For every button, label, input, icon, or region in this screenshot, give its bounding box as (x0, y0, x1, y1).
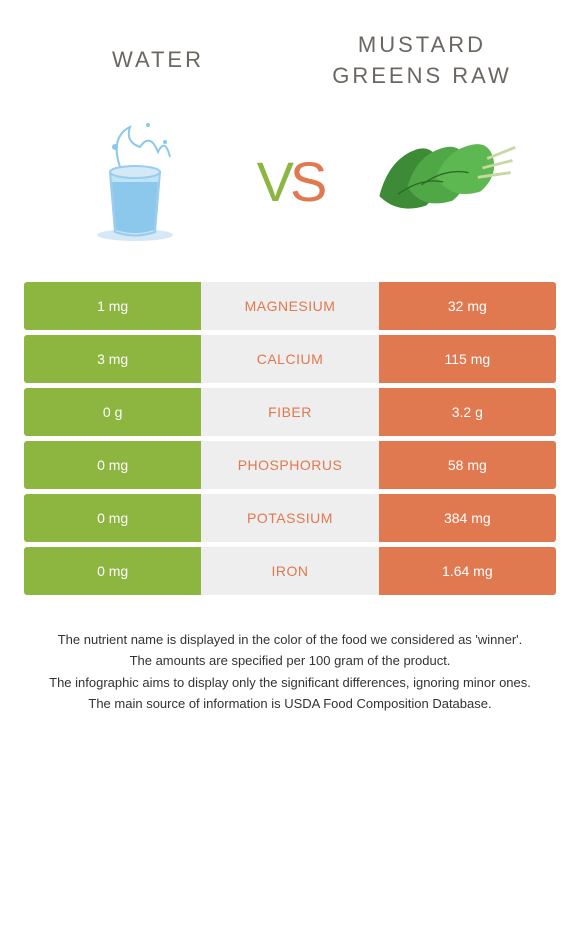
footer-line: The nutrient name is displayed in the co… (30, 630, 550, 650)
table-row: 0 g FIBER 3.2 g (24, 388, 556, 436)
footer-line: The main source of information is USDA F… (30, 694, 550, 714)
cell-right: 3.2 g (379, 388, 556, 436)
vs-s: S (290, 150, 323, 213)
cell-right: 32 mg (379, 282, 556, 330)
mustard-greens-image (370, 112, 520, 252)
cell-left: 0 mg (24, 494, 201, 542)
cell-left: 1 mg (24, 282, 201, 330)
footer-text: The nutrient name is displayed in the co… (20, 600, 560, 714)
cell-label: FIBER (201, 388, 378, 436)
cell-label: CALCIUM (201, 335, 378, 383)
footer-line: The infographic aims to display only the… (30, 673, 550, 693)
cell-right: 1.64 mg (379, 547, 556, 595)
table-row: 0 mg IRON 1.64 mg (24, 547, 556, 595)
cell-right: 58 mg (379, 441, 556, 489)
cell-label: POTASSIUM (201, 494, 378, 542)
cell-right: 384 mg (379, 494, 556, 542)
footer-line: The amounts are specified per 100 gram o… (30, 651, 550, 671)
cell-label: PHOSPHORUS (201, 441, 378, 489)
table-row: 3 mg CALCIUM 115 mg (24, 335, 556, 383)
cell-right: 115 mg (379, 335, 556, 383)
cell-left: 0 g (24, 388, 201, 436)
table-row: 0 mg POTASSIUM 384 mg (24, 494, 556, 542)
title-right: MUSTARD GREENS RAW (314, 30, 530, 92)
table-row: 1 mg MAGNESIUM 32 mg (24, 282, 556, 330)
images-row: VS (20, 112, 560, 282)
table-row: 0 mg PHOSPHORUS 58 mg (24, 441, 556, 489)
water-image (60, 112, 210, 252)
vs-label: VS (257, 149, 324, 214)
infographic-container: WATER MUSTARD GREENS RAW VS (0, 0, 580, 726)
titles-row: WATER MUSTARD GREENS RAW (20, 30, 560, 112)
cell-left: 0 mg (24, 547, 201, 595)
cell-label: IRON (201, 547, 378, 595)
vs-v: V (257, 150, 290, 213)
title-left: WATER (50, 45, 266, 76)
cell-left: 0 mg (24, 441, 201, 489)
cell-left: 3 mg (24, 335, 201, 383)
nutrient-table: 1 mg MAGNESIUM 32 mg 3 mg CALCIUM 115 mg… (20, 282, 560, 595)
cell-label: MAGNESIUM (201, 282, 378, 330)
